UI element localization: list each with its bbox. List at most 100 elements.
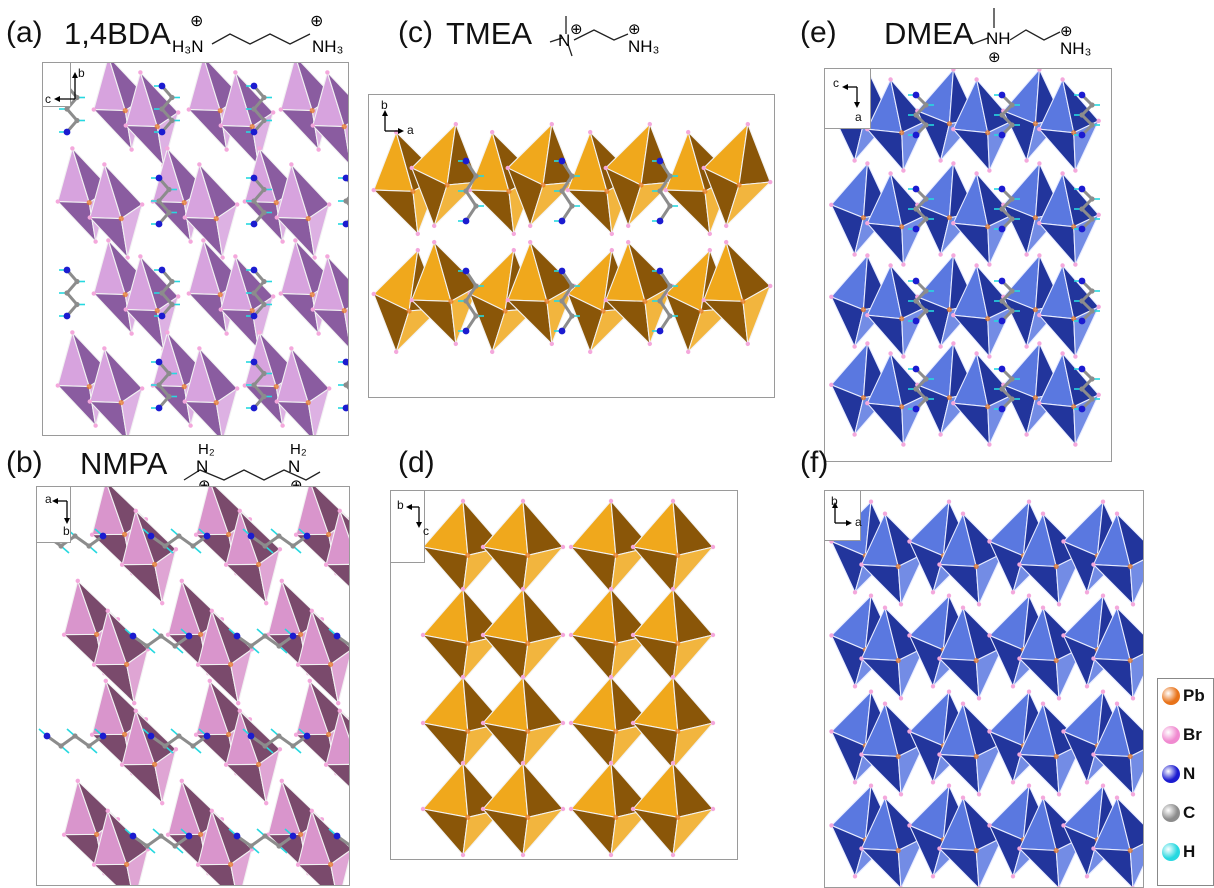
cation-e-1-0 [908, 185, 934, 233]
legend-dot-c [1162, 804, 1180, 822]
cation-b-1-0 [124, 628, 193, 654]
panel-e-nh: NH [986, 29, 1011, 48]
cation-a-0-1 [154, 82, 180, 136]
panel-f-axis: b a [829, 495, 873, 535]
panel-f-label: (f) [800, 446, 829, 479]
cation-b-0-1 [142, 528, 211, 554]
octahedron-a-1-0b [87, 162, 145, 260]
panel-d-axis: b c [397, 497, 437, 537]
panel-a-structure-charge-right: ⊕ [310, 13, 323, 30]
cation-b-1-2 [328, 628, 349, 648]
cation-b-3-1 [228, 828, 297, 854]
octahedron-e-1-1b [951, 171, 1015, 267]
panel-b-frame: a b [36, 486, 350, 886]
octahedron-f-2-1b [937, 701, 1005, 797]
panel-e-charge-nh: ⊕ [988, 49, 1001, 64]
cation-c-top-1 [554, 157, 580, 225]
octahedron-d-0-1 [480, 498, 566, 596]
octahedron-c-0-1b [505, 121, 577, 229]
panel-d-label: (d) [398, 446, 435, 479]
octahedron-d-0-2 [568, 498, 654, 596]
octahedron-a-3-1b [182, 346, 240, 435]
octahedron-d-2-1 [480, 674, 566, 772]
legend-label-h: H [1183, 842, 1196, 861]
cation-a-0-2 [246, 82, 272, 136]
octahedron-d-1-1 [480, 586, 566, 684]
cation-a-2-0 [59, 266, 85, 320]
octahedron-d-3-1 [480, 760, 566, 858]
panel-c-axis-horizontal-label: a [407, 123, 414, 137]
cation-b-2-1 [142, 728, 211, 754]
cation-a-2-2 [246, 266, 272, 320]
octahedron-e-2-1 [915, 253, 979, 349]
panel-f-axis-horizontal-label: a [855, 515, 862, 529]
octahedron-b-3-1b [195, 808, 255, 885]
panel-e-structure: NH ⊕ NH₃ ⊕ [971, 8, 1091, 64]
cation-b-3-0 [124, 828, 193, 854]
panel-c-frame: b a [368, 94, 775, 398]
octahedron-b-1-1b [195, 608, 255, 706]
legend-item-c: C [1162, 802, 1212, 824]
octahedron-a-1-2b [274, 162, 332, 260]
panel-f-frame: b a [824, 490, 1144, 888]
panel-e-axis-vertical-label: a [855, 110, 862, 124]
cation-c-top-2 [652, 157, 678, 225]
panel-e-axis-arrows [842, 84, 860, 108]
octahedron-b-2-2b [323, 708, 349, 805]
octahedron-c-1-1 [467, 247, 539, 355]
octahedron-d-1-3 [630, 586, 716, 684]
panel-e-axis-horizontal-label: c [833, 76, 839, 90]
panel-c-charge-n: ⊕ [570, 21, 583, 38]
octahedron-f-0-3b [1091, 511, 1143, 607]
cation-e-2-2 [1074, 277, 1100, 325]
octahedron-a-3-2b [274, 346, 332, 435]
panel-f-axis-vertical-label: b [831, 494, 838, 508]
panel-a-structure: H₃N ⊕ NH₃ ⊕ [172, 13, 343, 56]
panel-f-notch [825, 491, 861, 541]
panel-c-axis: b a [377, 99, 427, 139]
legend-dot-n [1162, 765, 1180, 783]
octahedron-f-3-3b [1091, 795, 1143, 887]
panel-a-axis: b c [45, 67, 85, 107]
panel-d-crystal [420, 498, 716, 858]
panel-c-crystal [371, 121, 773, 355]
octahedron-b-1-0b [91, 608, 151, 706]
legend-dot-h [1162, 843, 1180, 861]
legend-item-n: N [1162, 763, 1212, 785]
octahedron-a-0-0b [123, 70, 181, 168]
panel-b-n-right: N [288, 457, 300, 476]
panel-a-structure-charge-left: ⊕ [190, 13, 203, 30]
octahedron-c-1-3b [701, 239, 773, 347]
panel-c-axis-arrows [382, 110, 404, 134]
panel-a-frame: b c [42, 62, 349, 436]
legend-item-br: Br [1162, 724, 1212, 746]
cation-b-1-1 [228, 628, 297, 654]
octahedron-d-3-3 [630, 760, 716, 858]
cation-a-3-2 [338, 358, 348, 412]
cation-c-bottom-0 [458, 267, 484, 335]
octahedron-e-1-0b [865, 171, 929, 267]
octahedron-c-1-1b [505, 239, 577, 347]
octahedron-b-0-1b [223, 508, 283, 606]
octahedron-f-2-3b [1091, 701, 1143, 797]
octahedron-b-3-0b [91, 808, 151, 885]
legend-label-c: C [1183, 803, 1196, 822]
panel-a-structure-right: NH₃ [312, 37, 343, 56]
octahedron-d-2-3 [630, 674, 716, 772]
panel-c-right: NH₃ [628, 37, 659, 56]
octahedron-a-3-0b [87, 346, 145, 435]
panel-e-crystal [829, 69, 1101, 447]
panel-a-axis-horizontal-label: c [45, 92, 51, 106]
panel-a-axis-vertical-label: b [78, 66, 85, 80]
legend-label-n: N [1183, 764, 1196, 783]
octahedron-a-2-0b [123, 254, 181, 352]
octahedron-c-1-2b [603, 239, 675, 347]
octahedron-b-3-2b [295, 808, 349, 885]
panel-d-axis-horizontal-label: b [397, 498, 404, 512]
octahedron-e-3-0 [829, 341, 893, 437]
element-legend: Pb Br N C H [1157, 678, 1214, 886]
panel-c-n: N [558, 31, 570, 50]
legend-item-h: H [1162, 841, 1212, 863]
panel-a-axis-arrows [54, 72, 78, 102]
panel-d-axis-arrows [406, 504, 422, 528]
